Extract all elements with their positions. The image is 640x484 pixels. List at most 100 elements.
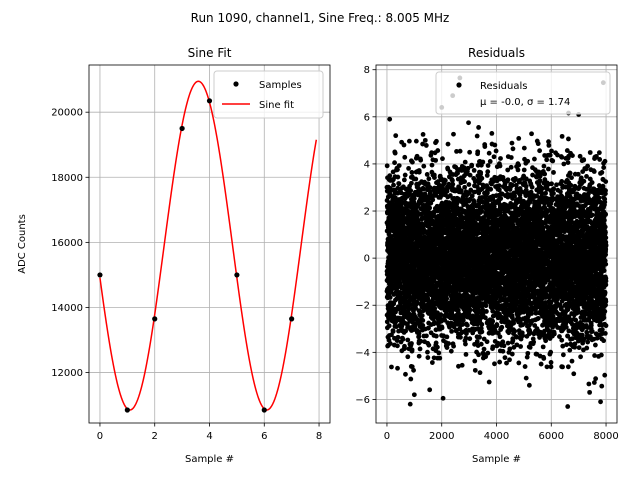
residual-point [516,361,521,366]
sample-point [289,316,294,321]
sample-point [234,272,239,277]
residual-point [435,345,440,350]
residual-point [425,350,430,355]
residual-point [407,139,412,144]
residual-point [421,164,426,169]
residual-point [475,339,480,344]
residual-point [403,372,408,377]
residual-point [435,148,440,153]
residual-point [450,182,455,187]
residual-point [475,149,480,154]
residual-point [475,134,480,139]
residual-point [418,347,423,352]
residual-point [401,337,406,342]
residual-point [432,306,437,311]
residual-point [480,160,485,165]
residual-point [409,181,414,186]
residual-point [486,163,491,168]
residual-point [446,341,451,346]
sine-fit-xtick-label: 0 [97,431,103,442]
residuals-title: Residuals [468,46,525,60]
residual-point [403,173,408,178]
residual-point [444,296,449,301]
residual-point [406,166,411,171]
residual-point [492,154,497,159]
residual-point [420,318,425,323]
residual-point [507,357,512,362]
residual-point [476,125,481,130]
residual-point [449,349,454,354]
residual-point [490,319,495,324]
residual-point [397,181,402,186]
residual-point [434,334,439,339]
residual-point [516,136,521,141]
residual-point [482,347,487,352]
residual-point [467,150,472,155]
residual-point [421,132,426,137]
residual-point [396,335,401,340]
residual-point [409,341,414,346]
residual-point [518,344,523,349]
residual-point [512,329,517,334]
residual-point [479,322,484,327]
residual-point [494,322,499,327]
residual-point [393,133,398,138]
residual-point [392,160,397,165]
residual-point [497,360,502,365]
residual-point [509,165,514,170]
residual-point [385,163,390,168]
residual-point [510,141,515,146]
legend-sine-fit-label: Sine fit [259,100,294,111]
residual-point [426,343,431,348]
residual-point [446,142,451,147]
residual-point [430,360,435,365]
residual-point [479,342,484,347]
residual-point [427,387,432,392]
residual-point [421,187,426,192]
sine-fit-ytick-label: 16000 [51,238,83,249]
residual-point [388,295,393,300]
residual-point [395,366,400,371]
residual-point [445,334,450,339]
residual-point [458,149,463,154]
residual-point [405,338,410,343]
sample-point [152,316,157,321]
residual-point [433,158,438,163]
residual-point [487,380,492,385]
residual-point [487,151,492,156]
residual-point [463,160,468,165]
residual-point [494,149,499,154]
residual-point [498,196,503,201]
residual-point [506,177,511,182]
residual-point [440,326,445,331]
residual-point [434,341,439,346]
residual-point [468,308,473,313]
sine-fit-ytick-label: 12000 [51,368,83,379]
sample-point [262,407,267,412]
residual-point [485,351,490,356]
residual-point [389,365,394,370]
residual-point [509,155,514,160]
sine-fit-title: Sine Fit [188,46,232,60]
residual-point [485,339,490,344]
residual-point [479,176,484,181]
residual-point [417,170,422,175]
residual-point [397,163,402,168]
residual-point [425,172,430,177]
residual-point [497,183,502,188]
residual-point [437,356,442,361]
residual-point [479,329,484,334]
residual-point [477,335,482,340]
sine-fit-ytick-label: 14000 [51,303,83,314]
residual-point [387,173,392,178]
residual-point [489,131,494,136]
residual-point [427,206,432,211]
residual-point [418,158,423,163]
residual-point [451,344,456,349]
residual-point [464,352,469,357]
residual-point [458,335,463,340]
residual-point [391,183,396,188]
residual-point [467,182,472,187]
residual-point [434,139,439,144]
residual-point [510,338,515,343]
